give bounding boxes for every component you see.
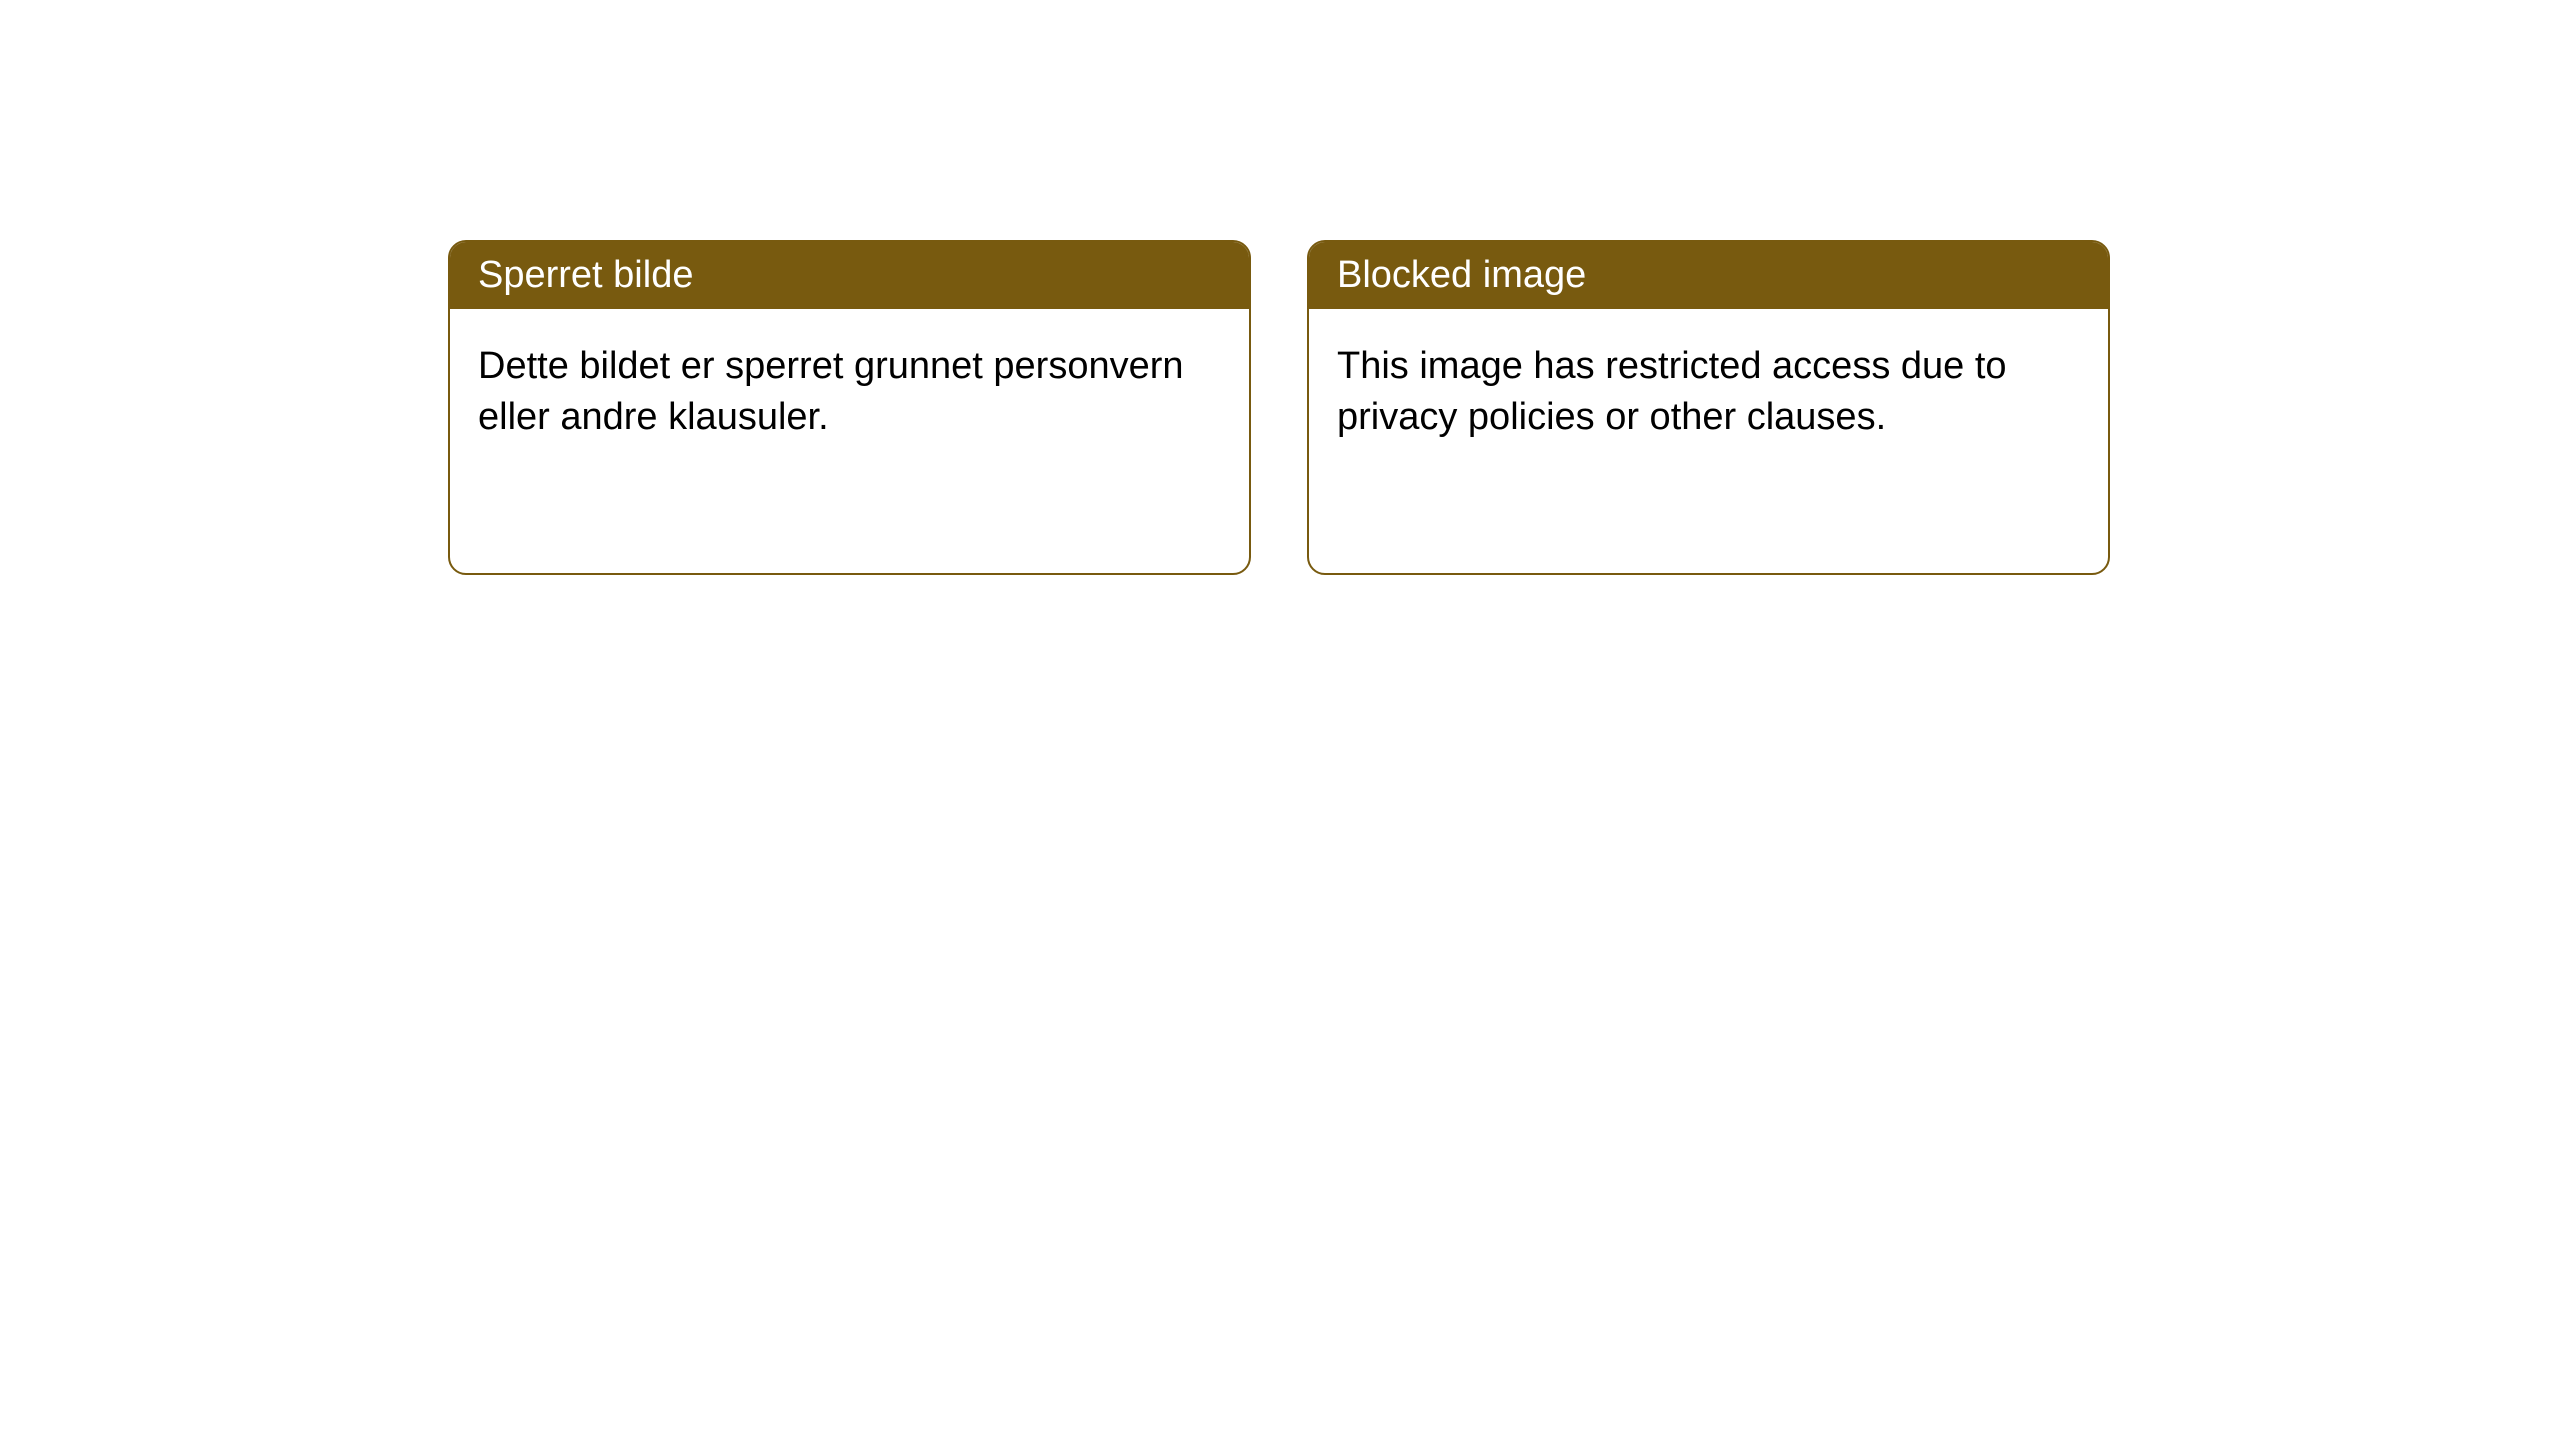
- blocked-image-card-no: Sperret bilde Dette bildet er sperret gr…: [448, 240, 1251, 575]
- card-message: Dette bildet er sperret grunnet personve…: [478, 345, 1184, 438]
- blocked-image-card-en: Blocked image This image has restricted …: [1307, 240, 2110, 575]
- card-header: Sperret bilde: [450, 242, 1249, 309]
- card-message: This image has restricted access due to …: [1337, 345, 2007, 438]
- card-body: Dette bildet er sperret grunnet personve…: [450, 309, 1249, 476]
- card-title: Blocked image: [1337, 254, 1586, 296]
- card-title: Sperret bilde: [478, 254, 693, 296]
- cards-container: Sperret bilde Dette bildet er sperret gr…: [0, 0, 2560, 575]
- card-header: Blocked image: [1309, 242, 2108, 309]
- card-body: This image has restricted access due to …: [1309, 309, 2108, 476]
